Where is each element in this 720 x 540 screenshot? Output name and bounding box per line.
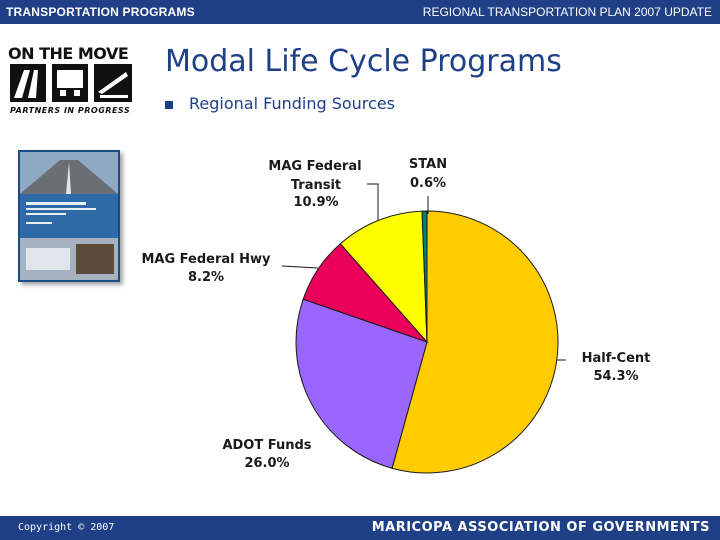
header-right-label: REGIONAL TRANSPORTATION PLAN 2007 UPDATE (422, 5, 712, 19)
header-bar: TRANSPORTATION PROGRAMS REGIONAL TRANSPO… (0, 0, 720, 24)
pie-slice-adot-funds (295, 298, 428, 469)
bullet-square-icon (165, 100, 173, 109)
label-halfcent-pct: 54.3% (593, 369, 638, 384)
label-stan-name: STAN (409, 157, 447, 172)
report-cover-image (18, 150, 120, 282)
label-adot-name: ADOT Funds (222, 438, 311, 453)
copyright-text: Copyright © 2007 (18, 522, 115, 533)
label-transit-name2: Transit (291, 178, 341, 193)
header-left-label: TRANSPORTATION PROGRAMS (6, 5, 195, 19)
logo-tagline: PARTNERS IN PROGRESS (10, 106, 131, 115)
pie-slice-mag-federal-transit (339, 210, 428, 344)
org-name: MARICOPA ASSOCIATION OF GOVERNMENTS (371, 520, 710, 535)
label-stan-pct: 0.6% (410, 176, 446, 191)
logo-vehicles-icon (10, 64, 132, 102)
label-transit-name1: MAG Federal (268, 159, 361, 174)
logo-line1: ON THE MOVE (8, 44, 129, 63)
label-hwy-pct: 8.2% (188, 270, 224, 285)
label-adot-pct: 26.0% (244, 456, 289, 471)
leader-line-transit (367, 183, 379, 220)
pie-slice-half-cent (391, 210, 559, 474)
label-transit-pct: 10.9% (293, 195, 338, 210)
bullet-text: Regional Funding Sources (189, 94, 395, 113)
label-halfcent-name: Half-Cent (582, 351, 651, 366)
pie-slice-stan (421, 210, 428, 343)
on-the-move-logo: ON THE MOVE PARTNERS IN PROGRESS (8, 44, 134, 118)
footer-bar: Copyright © 2007 MARICOPA ASSOCIATION OF… (0, 516, 720, 540)
page-title: Modal Life Cycle Programs (165, 44, 562, 79)
label-hwy-name: MAG Federal Hwy (141, 252, 271, 267)
bullet-item: Regional Funding Sources (165, 94, 395, 113)
leader-line-hwy (281, 265, 319, 269)
